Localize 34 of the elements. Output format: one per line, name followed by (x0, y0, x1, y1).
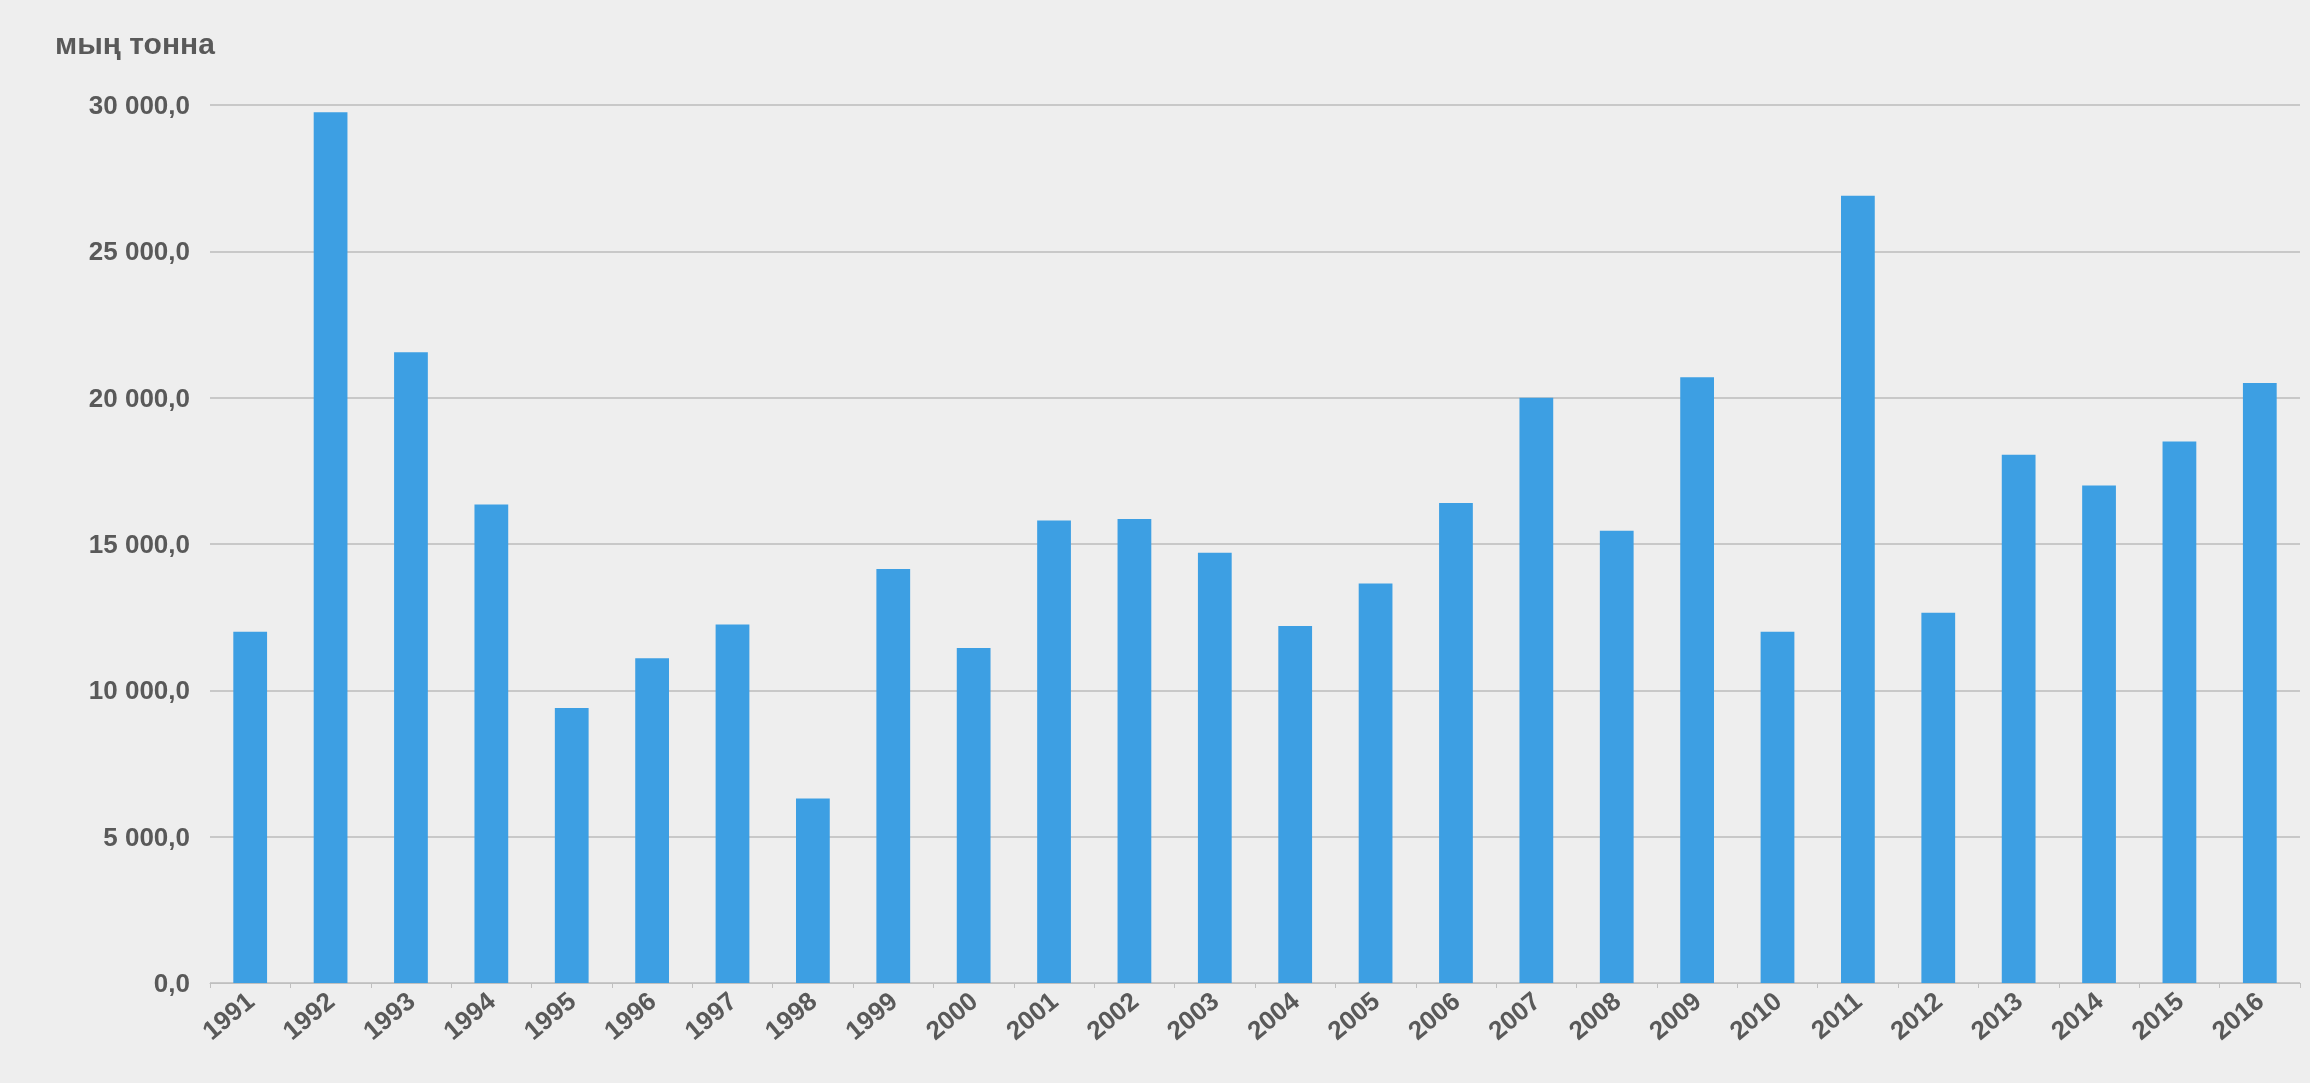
bar (1037, 520, 1071, 983)
bar (2001, 454, 2036, 983)
bar (313, 112, 348, 983)
bar (1358, 583, 1393, 983)
bar (1599, 530, 1634, 983)
bar (1439, 503, 1473, 983)
bar (1519, 397, 1554, 983)
bar (474, 504, 509, 983)
y-tick-label: 25 000,0 (88, 236, 190, 267)
bar (796, 798, 830, 983)
bar (554, 707, 589, 983)
bar (635, 658, 669, 983)
y-tick-label: 15 000,0 (88, 529, 190, 559)
bar (1117, 519, 1152, 983)
bar (1680, 377, 1714, 983)
y-axis-title: мың тонна (55, 26, 216, 60)
y-tick-label: 30 000,0 (88, 90, 190, 120)
bar (1841, 195, 1875, 983)
bar (876, 568, 911, 983)
bar (1197, 552, 1232, 983)
y-tick-label: 10 000,0 (88, 675, 190, 706)
y-tick-label: 20 000,0 (88, 382, 190, 413)
bar (233, 631, 268, 983)
bar (1278, 625, 1313, 983)
y-tick-label: 5 000,0 (103, 821, 190, 852)
bar (1921, 612, 1956, 983)
bar (2242, 383, 2277, 983)
bar (1760, 631, 1795, 983)
bar (394, 352, 428, 983)
bar (956, 647, 991, 983)
bar (2162, 441, 2197, 983)
bar (715, 624, 750, 983)
y-tick-label: 0,0 (153, 968, 190, 998)
bar (2082, 485, 2116, 983)
